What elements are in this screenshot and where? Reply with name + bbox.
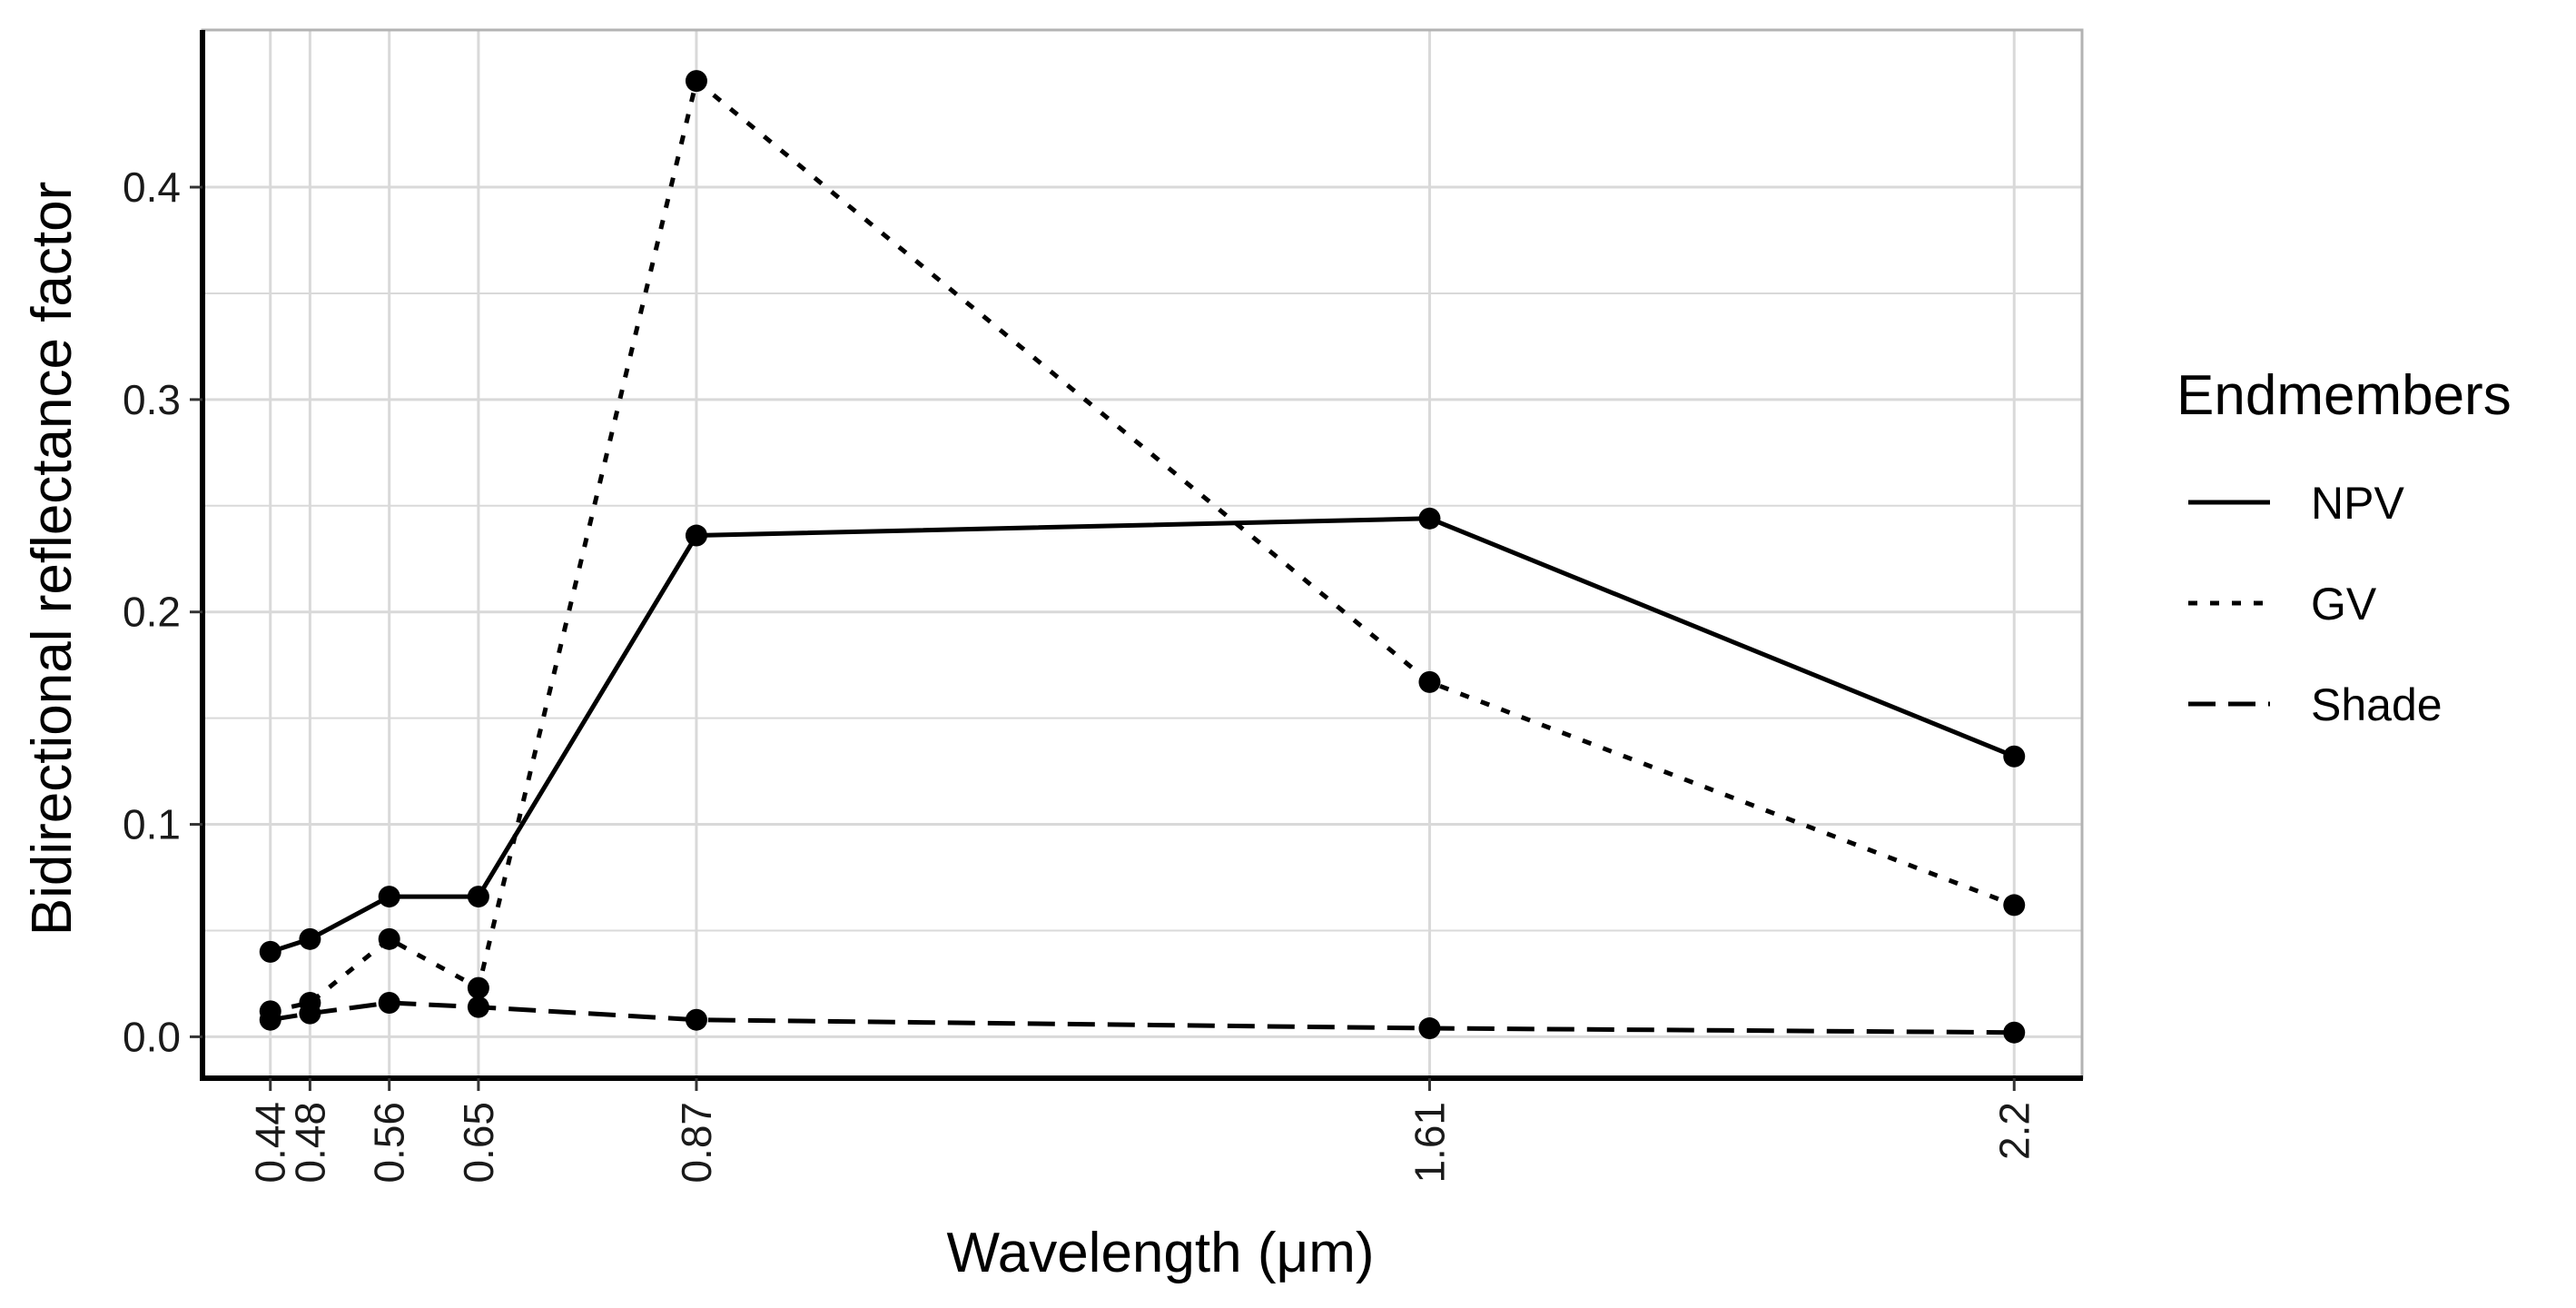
data-point	[1418, 507, 1441, 530]
data-point	[2003, 1021, 2026, 1044]
x-tick-label: 0.56	[366, 1102, 413, 1184]
x-tick-label: 0.65	[455, 1102, 502, 1184]
legend: Endmembers NPV GV Shade	[2176, 364, 2512, 730]
y-tick-label: 0.4	[123, 164, 181, 211]
legend-item-gv: GV	[2188, 579, 2377, 629]
legend-label: Shade	[2311, 679, 2443, 730]
y-ticks: 0.0 0.1 0.2 0.3 0.4	[123, 164, 202, 1060]
x-axis-title: Wavelength (μm)	[947, 1222, 1375, 1284]
data-point	[685, 524, 707, 547]
series-points-shade	[259, 991, 2026, 1044]
x-tick-label: 0.44	[247, 1102, 294, 1184]
y-tick-label: 0.0	[123, 1013, 181, 1060]
legend-title: Endmembers	[2176, 364, 2512, 427]
data-point	[467, 886, 489, 908]
legend-item-npv: NPV	[2188, 478, 2404, 529]
legend-item-shade: Shade	[2188, 679, 2443, 730]
y-tick-label: 0.2	[123, 589, 181, 636]
data-point	[378, 991, 400, 1014]
grid	[202, 30, 2082, 1078]
x-tick-label: 2.2	[1990, 1102, 2038, 1160]
series-points-gv	[259, 70, 2026, 1023]
data-point	[2003, 894, 2026, 917]
data-point	[685, 70, 707, 93]
data-point	[685, 1008, 707, 1031]
data-point	[378, 886, 400, 908]
x-tick-label: 0.87	[673, 1102, 720, 1184]
data-point	[1418, 670, 1441, 693]
data-point	[299, 1002, 321, 1025]
x-tick-label: 1.61	[1406, 1102, 1453, 1184]
legend-label: GV	[2311, 579, 2377, 629]
data-point	[378, 927, 400, 950]
data-point	[259, 1008, 281, 1031]
data-point	[1418, 1017, 1441, 1040]
data-point	[299, 927, 321, 950]
x-ticks: 0.440.48 0.56 0.65 0.87 1.61 2.2	[247, 1078, 2038, 1184]
data-point	[259, 940, 281, 963]
data-point	[2003, 745, 2026, 768]
series-layer	[259, 70, 2026, 1044]
data-point	[467, 976, 489, 999]
series-points-npv	[259, 507, 2026, 963]
legend-items: NPV GV Shade	[2188, 478, 2443, 730]
y-axis-title: Bidirectional reflectance factor	[21, 182, 84, 936]
x-tick-label: 0.48	[286, 1102, 333, 1184]
y-tick-label: 0.3	[123, 376, 181, 423]
data-point	[467, 996, 489, 1018]
y-tick-label: 0.1	[123, 801, 181, 848]
legend-label: NPV	[2311, 478, 2404, 529]
